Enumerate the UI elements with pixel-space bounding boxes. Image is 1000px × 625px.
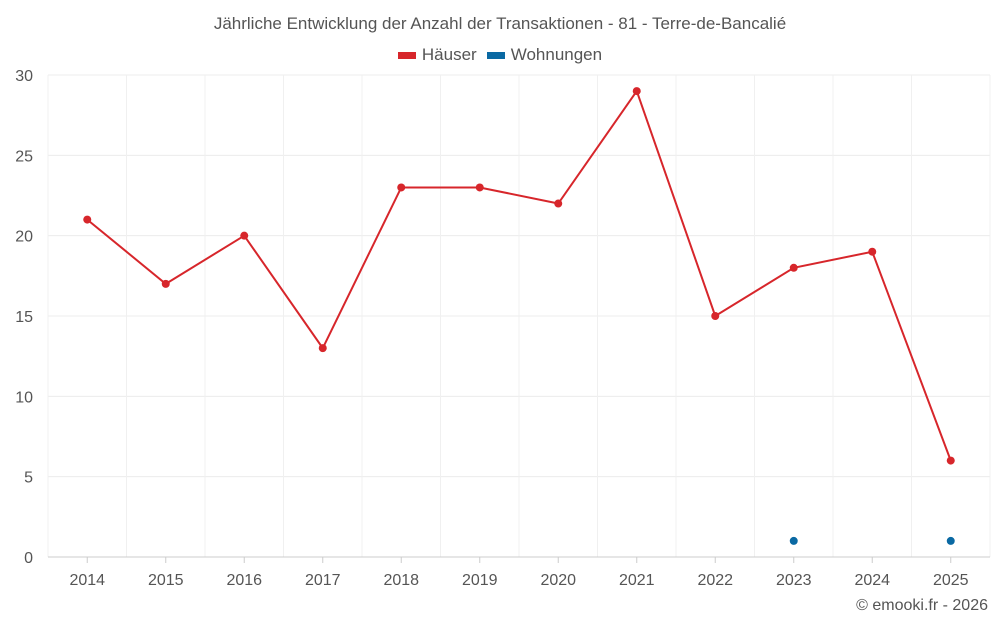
y-tick-label: 30 <box>15 68 33 85</box>
x-tick-label: 2015 <box>148 572 184 589</box>
data-point <box>868 247 877 256</box>
chart-title: Jährliche Entwicklung der Anzahl der Tra… <box>213 14 787 33</box>
series-line-Häuser <box>86 88 952 461</box>
data-point <box>789 536 798 545</box>
x-tick-label: 2023 <box>776 572 812 589</box>
x-tick-label: 2017 <box>305 572 341 589</box>
x-tick-label: 2016 <box>226 572 262 589</box>
data-point <box>161 279 170 288</box>
x-tick-label: 2021 <box>619 572 655 589</box>
data-point <box>240 231 249 240</box>
y-tick-label: 15 <box>15 309 33 326</box>
data-point <box>83 215 92 224</box>
x-tick-label: 2024 <box>854 572 890 589</box>
data-point <box>789 263 798 272</box>
y-tick-label: 0 <box>24 550 33 567</box>
y-tick-label: 10 <box>15 389 33 406</box>
legend-swatch <box>486 51 505 59</box>
x-tick-label: 2014 <box>69 572 105 589</box>
x-tick-label: 2019 <box>462 572 498 589</box>
legend-item-haeuser[interactable]: Häuser <box>397 45 477 65</box>
y-tick-label: 5 <box>24 470 33 487</box>
y-tick-label: 25 <box>15 148 33 165</box>
legend-label: Wohnungen <box>510 45 603 64</box>
y-tick-label: 20 <box>15 229 33 246</box>
data-point <box>946 456 955 465</box>
x-tick-label: 2020 <box>540 572 576 589</box>
data-point <box>397 183 406 192</box>
legend-swatch <box>397 51 416 59</box>
legend-item-wohnungen[interactable]: Wohnungen <box>486 45 603 65</box>
legend-label: Häuser <box>421 45 477 64</box>
data-point <box>318 344 327 353</box>
data-point <box>946 536 955 545</box>
data-point <box>632 87 641 96</box>
data-point <box>554 199 563 208</box>
credit: © emooki.fr - 2026 <box>856 597 988 614</box>
data-point <box>711 312 720 320</box>
legend: Häuser Wohnungen <box>0 45 1000 65</box>
x-tick-label: 2025 <box>933 572 969 589</box>
x-tick-label: 2018 <box>383 572 419 589</box>
x-tick-label: 2022 <box>697 572 733 589</box>
data-point <box>475 183 484 192</box>
